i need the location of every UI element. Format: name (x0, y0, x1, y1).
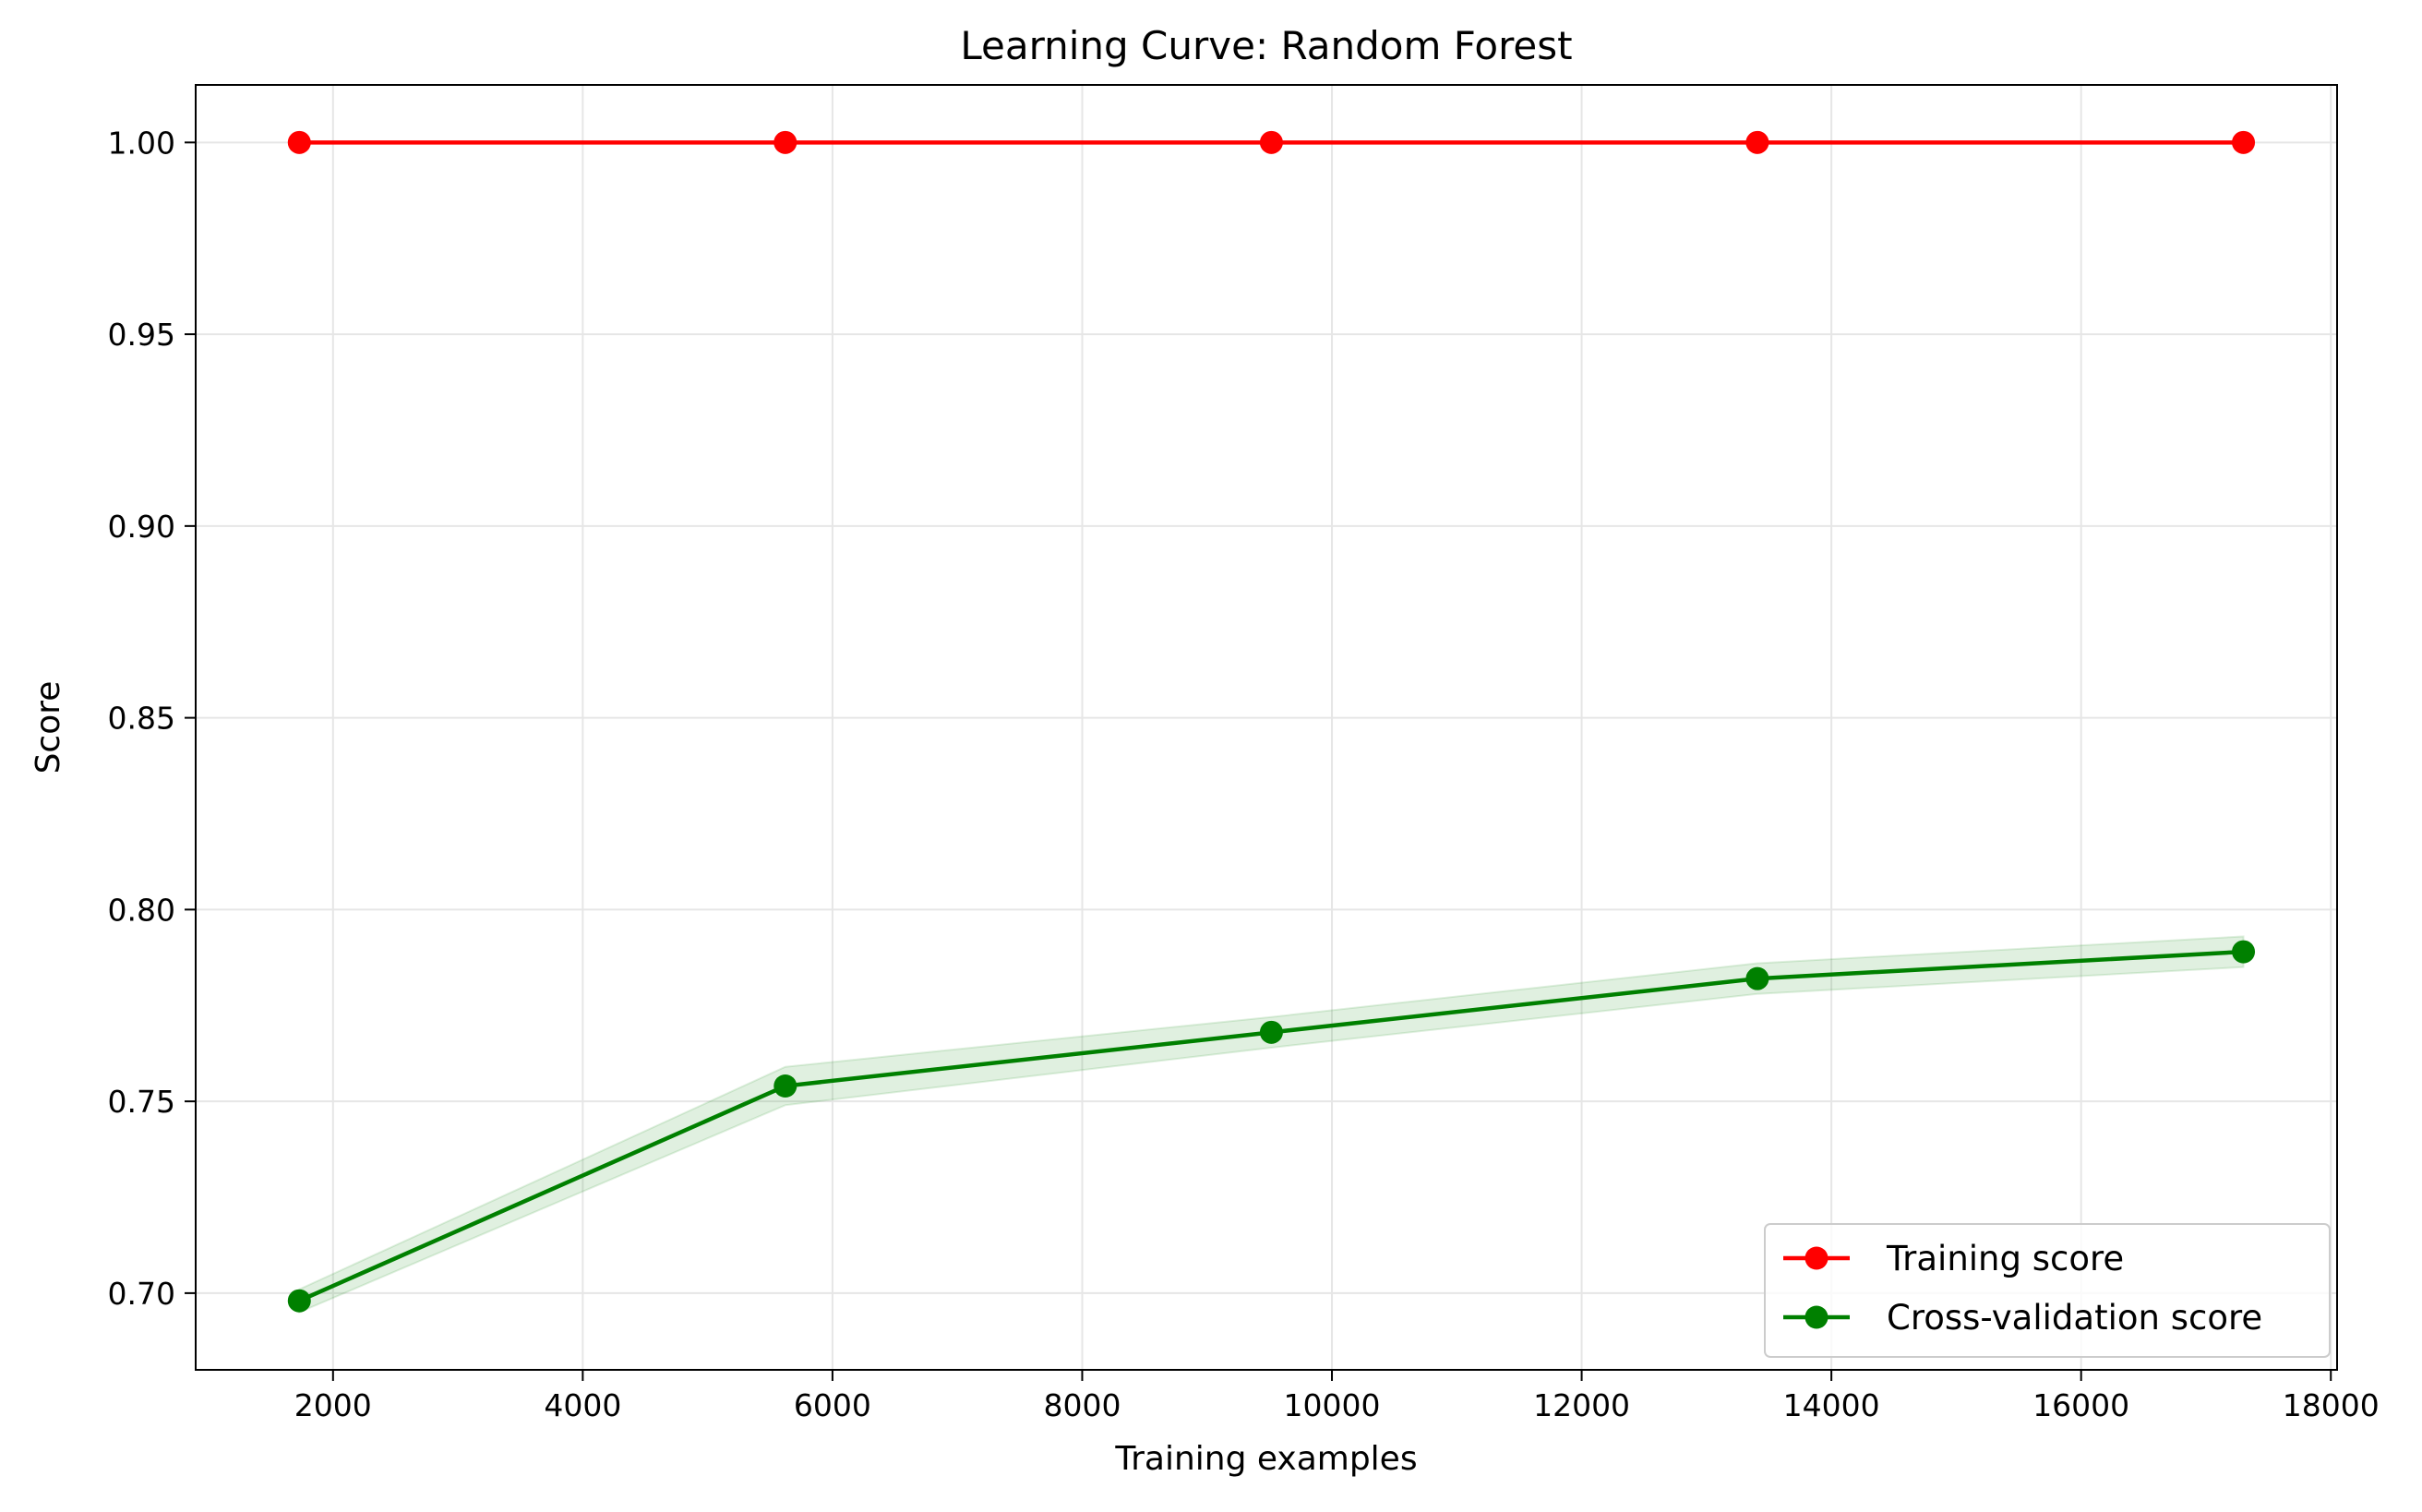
cross-validation-score-point (287, 1289, 311, 1313)
cross-validation-score-point (773, 1074, 797, 1098)
x-tick-label: 10000 (1284, 1387, 1381, 1423)
x-tick-label: 4000 (544, 1387, 621, 1423)
x-tick-label: 18000 (2283, 1387, 2380, 1423)
plot-frame (195, 84, 2338, 1371)
x-tick-label: 2000 (294, 1387, 372, 1423)
training-score-point (2232, 130, 2256, 154)
x-tick-label: 8000 (1043, 1387, 1121, 1423)
x-tick-label: 12000 (1533, 1387, 1630, 1423)
y-tick-label: 0.95 (108, 317, 175, 353)
cross-validation-score-legend-label: Cross-validation score (1887, 1298, 2262, 1338)
y-tick-label: 0.90 (108, 509, 175, 545)
training-score-point (1745, 130, 1769, 154)
training-score-point (287, 130, 311, 154)
x-tick-label: 6000 (794, 1387, 871, 1423)
x-axis-ticks: 2000 4000 6000 8000 10000 12000 14000 16000 1800… (294, 1370, 2380, 1423)
legend-items: Training score Cross-validation score (1783, 1239, 2262, 1338)
x-tick-label: 14000 (1783, 1387, 1880, 1423)
y-tick-label: 0.75 (108, 1084, 175, 1120)
cross-validation-score-point (1745, 966, 1769, 990)
series-markers (287, 130, 2256, 1313)
cross-validation-score-band (298, 935, 2245, 1314)
training-score-legend-label: Training score (1886, 1239, 2124, 1278)
legend-box (1764, 1223, 2331, 1358)
cross-validation-score-point (2232, 940, 2256, 964)
cross-validation-score-point (1259, 1020, 1283, 1044)
y-tick-label: 0.70 (108, 1276, 175, 1312)
training-score-point (773, 130, 797, 154)
y-axis-title: Score (30, 681, 67, 774)
y-tick-label: 1.00 (108, 125, 175, 161)
cross-validation-score-legend-marker (1805, 1305, 1828, 1329)
y-axis-ticks: 0.70 0.75 0.80 0.85 0.90 0.95 1.00 (108, 125, 196, 1312)
chart-title: Learning Curve: Random Forest (960, 23, 1572, 68)
x-axis-title: Training examples (1114, 1440, 1417, 1478)
legend: Training score Cross-validation score (1764, 1223, 2331, 1358)
y-tick-label: 0.85 (108, 701, 175, 737)
x-tick-label: 16000 (2032, 1387, 2129, 1423)
y-tick-label: 0.80 (108, 892, 175, 928)
training-score-point (1259, 130, 1283, 154)
confidence-bands (298, 935, 2245, 1314)
training-score-legend-marker (1805, 1246, 1828, 1270)
